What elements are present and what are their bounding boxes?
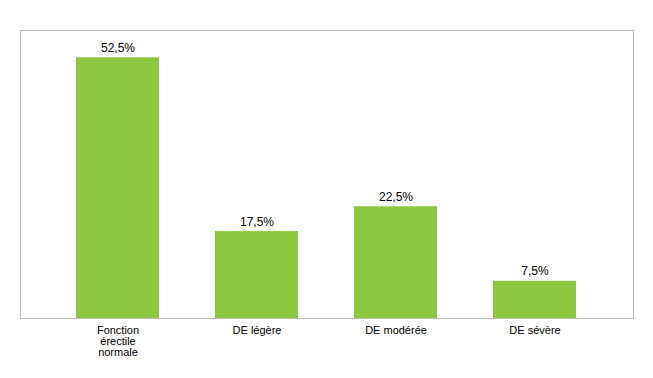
svg-text:DE légère: DE légère: [233, 324, 282, 336]
svg-text:17,5%: 17,5%: [240, 215, 274, 229]
svg-text:22,5%: 22,5%: [379, 190, 413, 204]
svg-text:Fonctionérectilenormale: Fonctionérectilenormale: [97, 324, 139, 358]
svg-text:52,5%: 52,5%: [101, 41, 135, 55]
svg-text:DE modérée: DE modérée: [365, 324, 427, 336]
svg-text:DE sévère: DE sévère: [509, 324, 560, 336]
svg-text:7,5%: 7,5%: [521, 264, 549, 278]
